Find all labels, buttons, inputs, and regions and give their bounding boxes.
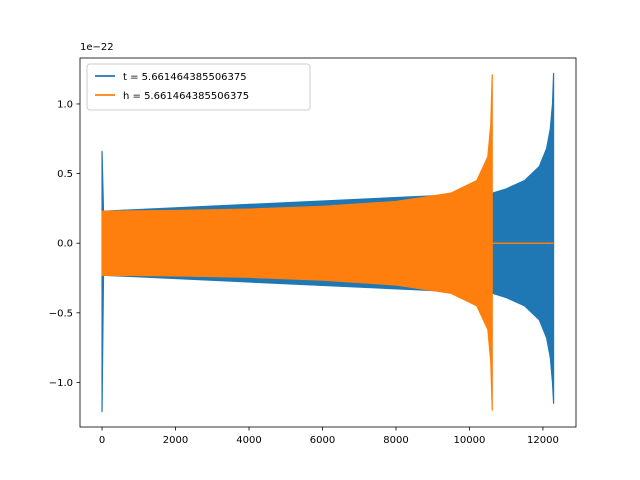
y-axis-ticks: −1.0 −0.5 0.0 0.5 1.0: [49, 99, 80, 389]
x-axis-ticks: 0 2000 4000 6000 8000 10000 12000: [99, 427, 559, 446]
x-tick-label: 8000: [383, 435, 408, 446]
x-tick-label: 10000: [454, 435, 486, 446]
x-tick-label: 2000: [163, 435, 188, 446]
legend-label-2: h = 5.661464385506375: [123, 91, 249, 102]
y-axis-offset-label: 1e−22: [80, 42, 114, 53]
series-2-signal: [101, 74, 493, 411]
x-tick-label: 12000: [527, 435, 559, 446]
axes-frame: [79, 57, 577, 428]
legend: t = 5.661464385506375 h = 5.6614643855063…: [86, 63, 311, 111]
y-tick-label: 0.5: [57, 169, 73, 180]
series-layer: [101, 72, 555, 413]
y-tick-label: −1.0: [49, 378, 73, 389]
x-tick-label: 0: [99, 435, 105, 446]
y-tick-label: 1.0: [57, 99, 73, 110]
y-tick-label: −0.5: [49, 308, 73, 319]
x-tick-label: 4000: [236, 435, 261, 446]
x-tick-label: 6000: [310, 435, 335, 446]
y-tick-label: 0.0: [57, 239, 73, 250]
legend-label-1: t = 5.661464385506375: [123, 72, 247, 83]
legend-box: [86, 63, 311, 111]
